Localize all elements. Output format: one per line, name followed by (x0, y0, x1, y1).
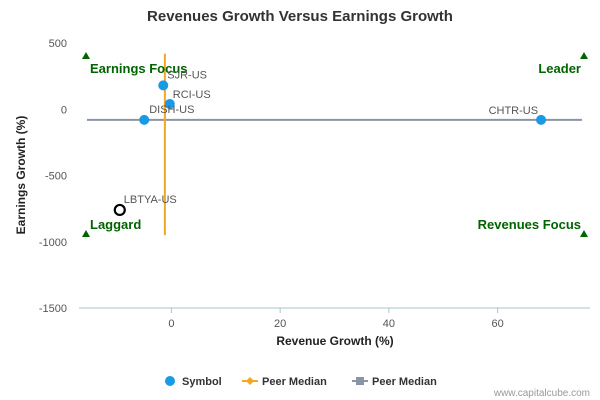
x-tick-labels: 0 20 40 60 (168, 308, 504, 330)
legend-item[interactable]: Symbol (165, 376, 222, 388)
data-point-lbtya-us[interactable] (113, 203, 126, 217)
legend-symbol-icon (165, 376, 175, 386)
data-point-dish-us[interactable] (139, 114, 150, 125)
y-tick-label: 0 (61, 104, 67, 116)
x-tick-label: 0 (168, 318, 174, 330)
legend-item[interactable]: Peer Median (242, 376, 327, 388)
quadrant-label-laggard: Laggard (90, 217, 141, 232)
quadrant-labels: Earnings Focus Leader Laggard Revenues F… (90, 61, 581, 232)
x-axis-title: Revenue Growth (%) (276, 334, 393, 348)
data-label-sjr-us: SJR-US (167, 69, 207, 81)
y-tick-label: 500 (49, 38, 67, 50)
credit-text: www.capitalcube.com (493, 388, 590, 399)
legend-diamond-icon (246, 377, 254, 385)
x-tick-label: 40 (383, 318, 395, 330)
data-label-rci-us: RCI-US (173, 89, 211, 101)
y-tick-label: -500 (45, 171, 67, 183)
quadrant-marker-top-left (82, 52, 90, 59)
quadrant-marker-top-right (580, 52, 588, 59)
quadrant-marker-bottom-left (82, 230, 90, 237)
quadrant-label-revenues-focus: Revenues Focus (478, 217, 581, 232)
y-axis-title: Earnings Growth (%) (14, 116, 28, 235)
x-tick-label: 60 (491, 318, 503, 330)
legend-label: Peer Median (262, 376, 327, 388)
legend-label: Peer Median (372, 376, 437, 388)
data-label-lbtya-us: LBTYA-US (124, 194, 177, 206)
y-tick-label: -1000 (39, 237, 67, 249)
legend-item[interactable]: Peer Median (352, 376, 437, 388)
legend-square-icon (356, 377, 364, 385)
legend-label: Symbol (182, 376, 222, 388)
x-tick-label: 20 (274, 318, 286, 330)
data-label-dish-us: DISH-US (149, 104, 194, 116)
data-point-rci-us[interactable] (164, 98, 175, 109)
chart-title: Revenues Growth Versus Earnings Growth (147, 8, 453, 25)
data-point-chtr-us[interactable] (536, 114, 547, 125)
quadrant-marker-bottom-right (580, 230, 588, 237)
data-point-sjr-us[interactable] (158, 80, 169, 91)
legend[interactable]: Symbol Peer Median Peer Median (165, 376, 437, 388)
quadrant-markers (82, 52, 588, 237)
y-tick-label: -1500 (39, 303, 67, 315)
data-label-chtr-us: CHTR-US (489, 105, 539, 117)
quadrant-label-earnings-focus: Earnings Focus (90, 61, 188, 76)
data-points: SJR-US RCI-US DISH-US CHTR-US LBTYA-US (113, 69, 547, 217)
quadrant-label-leader: Leader (538, 61, 581, 76)
y-tick-labels: 500 0 -500 -1000 -1500 (39, 38, 67, 315)
